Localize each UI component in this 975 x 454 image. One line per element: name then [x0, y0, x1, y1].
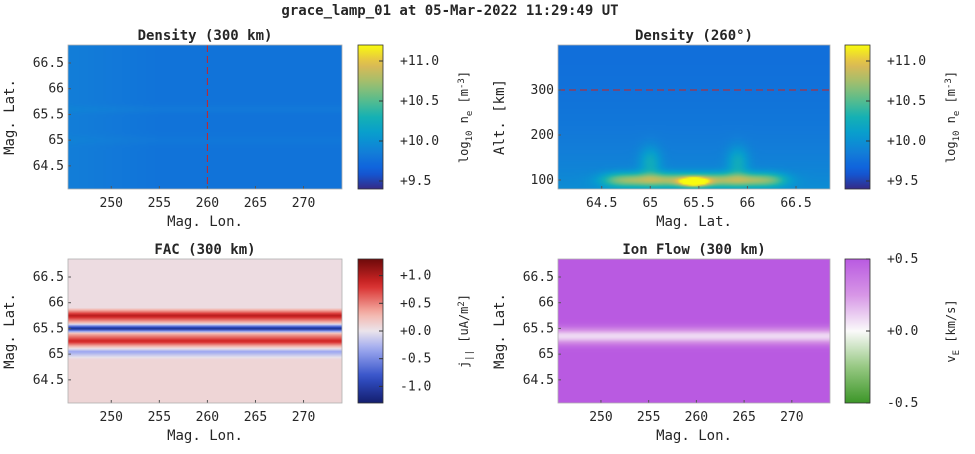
colorbar-tick-label: +9.5	[887, 174, 918, 189]
y-tick-label: 300	[531, 83, 554, 98]
y-tick-label: 66	[48, 296, 64, 311]
x-axis-label: Mag. Lon.	[167, 428, 243, 444]
y-tick-label: 65.5	[33, 321, 64, 336]
x-tick-label: 66	[740, 196, 756, 211]
colorbar-tick-label: +0.5	[887, 252, 918, 267]
y-tick-label: 66.5	[33, 56, 64, 71]
figure-title: grace_lamp_01 at 05-Mar-2022 11:29:49 UT	[281, 3, 618, 19]
x-tick-label: 250	[589, 410, 612, 425]
heatmap-image	[558, 45, 830, 189]
y-tick-label: 66	[48, 82, 64, 97]
x-tick-label: 265	[244, 196, 267, 211]
y-tick-label: 200	[531, 128, 554, 143]
heatmap-image	[68, 259, 342, 403]
colorbar-label: log10 ne [m-3]	[457, 71, 475, 163]
y-tick-label: 65.5	[523, 321, 554, 336]
colorbar-tick-label: +11.0	[887, 54, 926, 69]
colorbar-tick-label: +9.5	[400, 174, 431, 189]
colorbar	[844, 258, 871, 404]
colorbar-tick-label: -0.5	[887, 396, 918, 411]
x-tick-label: 265	[244, 410, 267, 425]
y-tick-label: 66.5	[33, 270, 64, 285]
y-tick-label: 65	[538, 347, 554, 362]
y-tick-label: 66	[538, 296, 554, 311]
y-tick-label: 64.5	[523, 373, 554, 388]
x-tick-label: 65	[642, 196, 658, 211]
x-tick-label: 260	[196, 196, 219, 211]
panel-fac_300km: FAC (300 km) 250 255 260 265 270 Mag. Lon. 64.5…	[2, 242, 475, 444]
x-tick-label: 260	[196, 410, 219, 425]
heatmap-image	[558, 259, 830, 403]
x-tick-label: 65.5	[683, 196, 714, 211]
y-tick-label: 66.5	[523, 270, 554, 285]
colorbar-label: vE [km/s]	[944, 299, 962, 362]
y-tick-label: 65	[48, 347, 64, 362]
y-axis-label: Mag. Lat.	[492, 293, 508, 369]
colorbar-label: j|| [uA/m2]	[457, 294, 475, 368]
x-tick-label: 270	[292, 196, 315, 211]
panel-title: FAC (300 km)	[154, 242, 255, 258]
y-tick-label: 64.5	[33, 373, 64, 388]
y-axis-label: Alt. [km]	[492, 79, 508, 155]
x-tick-label: 64.5	[586, 196, 617, 211]
colorbar-tick-label: +10.5	[887, 94, 926, 109]
y-tick-label: 64.5	[33, 159, 64, 174]
colorbar-tick-label: -0.5	[400, 352, 431, 367]
y-tick-label: 65	[48, 133, 64, 148]
axes-frame	[67, 44, 343, 190]
colorbar-tick-label: -1.0	[400, 379, 431, 394]
panel-ion_flow_300km: Ion Flow (300 km) 250 255 260 265 270 Mag. Lon…	[492, 242, 962, 444]
heatmap-image	[68, 45, 342, 189]
x-axis-label: Mag. Lon.	[167, 214, 243, 230]
colorbar-tick-label: +11.0	[400, 54, 439, 69]
panel-density_300km: Density (300 km) 250 255 260 265 270 Mag. Lon.…	[2, 28, 475, 230]
panel-density_260deg: Density (260°) 64.5 65 65.5 66 66.5 Mag. Lat. 1…	[492, 28, 962, 230]
colorbar-tick-label: +10.0	[400, 134, 439, 149]
axes-frame	[557, 44, 831, 190]
y-axis-label: Mag. Lat.	[2, 79, 18, 155]
x-tick-label: 270	[292, 410, 315, 425]
x-tick-label: 250	[100, 410, 123, 425]
panel-title: Ion Flow (300 km)	[622, 242, 765, 258]
colorbar-tick-label: +0.0	[887, 324, 918, 339]
x-tick-label: 250	[100, 196, 123, 211]
y-tick-label: 65.5	[33, 107, 64, 122]
x-axis-label: Mag. Lat.	[656, 214, 732, 230]
colorbar-tick-label: +0.5	[400, 296, 431, 311]
axes-frame	[557, 258, 831, 404]
x-tick-label: 66.5	[780, 196, 811, 211]
x-tick-label: 255	[148, 410, 171, 425]
x-tick-label: 265	[732, 410, 755, 425]
colorbar-tick-label: +10.5	[400, 94, 439, 109]
colorbar	[844, 44, 871, 190]
panel-title: Density (300 km)	[138, 28, 273, 44]
colorbar-label: log10 ne [m-3]	[944, 71, 962, 163]
x-tick-label: 255	[148, 196, 171, 211]
x-tick-label: 255	[637, 410, 660, 425]
colorbar	[357, 258, 384, 404]
colorbar-tick-label: +0.0	[400, 324, 431, 339]
axes-frame	[67, 258, 343, 404]
colorbar	[357, 44, 384, 190]
colorbar-tick-label: +10.0	[887, 134, 926, 149]
colorbar-tick-label: +1.0	[400, 269, 431, 284]
x-axis-label: Mag. Lon.	[656, 428, 732, 444]
y-axis-label: Mag. Lat.	[2, 293, 18, 369]
y-tick-label: 100	[531, 173, 554, 188]
x-tick-label: 260	[685, 410, 708, 425]
x-tick-label: 270	[780, 410, 803, 425]
panel-title: Density (260°)	[635, 28, 753, 44]
